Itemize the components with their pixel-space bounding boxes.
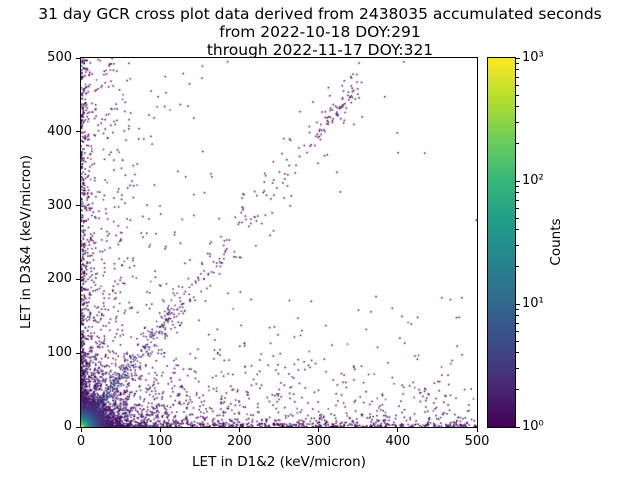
- colorbar-tick-mark: [516, 303, 520, 305]
- x-axis-label: LET in D1&2 (keV/micron): [192, 454, 366, 470]
- x-tick-label: 500: [464, 434, 490, 449]
- chart-title-line2: from 2022-10-18 DOY:291: [219, 23, 421, 41]
- y-tick-label: 400: [47, 123, 72, 139]
- x-tick-mark: [318, 428, 320, 432]
- y-tick-mark: [76, 352, 80, 354]
- colorbar-minor-tick-mark: [516, 106, 519, 108]
- colorbar-minor-tick-mark: [516, 207, 519, 209]
- colorbar-minor-tick-mark: [516, 143, 519, 145]
- chart-title-line1: 31 day GCR cross plot data derived from …: [38, 5, 602, 23]
- colorbar-minor-tick-mark: [516, 69, 519, 71]
- y-tick-label: 300: [47, 197, 72, 213]
- colorbar-minor-tick-mark: [516, 309, 519, 311]
- scatter-density-canvas: [81, 58, 477, 427]
- colorbar-minor-tick-mark: [516, 352, 519, 354]
- y-tick-label: 200: [47, 271, 72, 287]
- colorbar: [487, 57, 516, 428]
- colorbar-minor-tick-mark: [516, 266, 519, 268]
- colorbar-tick-label: 10²: [522, 173, 544, 188]
- x-tick-label: 300: [306, 434, 331, 449]
- y-tick-mark: [76, 426, 80, 428]
- plot-area: [80, 57, 478, 428]
- colorbar-tick-mark: [516, 180, 520, 182]
- colorbar-minor-tick-mark: [516, 244, 519, 246]
- colorbar-tick-mark: [516, 57, 520, 59]
- colorbar-minor-tick-mark: [516, 315, 519, 317]
- colorbar-minor-tick-mark: [516, 330, 519, 332]
- colorbar-minor-tick-mark: [516, 192, 519, 194]
- y-tick-label: 100: [47, 345, 72, 361]
- y-tick-mark: [76, 57, 80, 59]
- y-axis-label: LET in D3&4 (keV/micron): [18, 155, 34, 329]
- colorbar-minor-tick-mark: [516, 84, 519, 86]
- colorbar-minor-tick-mark: [516, 229, 519, 231]
- colorbar-minor-tick-mark: [516, 199, 519, 201]
- colorbar-minor-tick-mark: [516, 121, 519, 123]
- colorbar-minor-tick-mark: [516, 186, 519, 188]
- x-tick-label: 100: [147, 434, 173, 449]
- y-tick-mark: [76, 131, 80, 133]
- y-tick-label: 500: [47, 50, 72, 65]
- colorbar-minor-tick-mark: [516, 63, 519, 65]
- colorbar-tick-mark: [516, 426, 520, 428]
- y-tick-mark: [76, 278, 80, 280]
- colorbar-minor-tick-mark: [516, 322, 519, 324]
- y-tick-mark: [76, 205, 80, 207]
- colorbar-tick-label: 10¹: [522, 296, 544, 311]
- y-tick-label: 0: [63, 419, 72, 434]
- colorbar-minor-tick-mark: [516, 217, 519, 219]
- x-tick-mark: [238, 428, 240, 432]
- colorbar-minor-tick-mark: [516, 367, 519, 369]
- x-tick-label: 200: [226, 434, 252, 449]
- x-tick-mark: [159, 428, 161, 432]
- colorbar-minor-tick-mark: [516, 340, 519, 342]
- x-tick-mark: [476, 428, 478, 432]
- colorbar-minor-tick-mark: [516, 94, 519, 96]
- colorbar-minor-tick-mark: [516, 389, 519, 391]
- colorbar-tick-label: 10⁰: [522, 419, 544, 434]
- x-tick-label: 400: [385, 434, 411, 449]
- colorbar-minor-tick-mark: [516, 76, 519, 78]
- x-tick-mark: [397, 428, 399, 432]
- chart-title-line3: through 2022-11-17 DOY:321: [206, 41, 434, 59]
- x-tick-mark: [80, 428, 82, 432]
- colorbar-label: Counts: [548, 218, 564, 266]
- x-tick-label: 0: [76, 434, 86, 449]
- colorbar-tick-label: 10³: [522, 50, 544, 65]
